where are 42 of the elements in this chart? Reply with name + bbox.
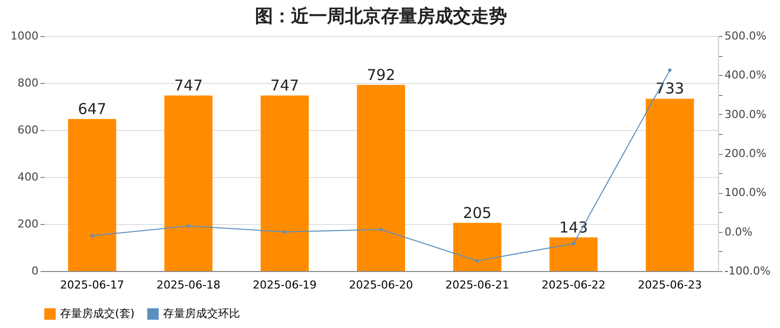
point	[90, 234, 94, 238]
y-tick-label: 1000	[10, 30, 38, 42]
x-tick-label: 2025-06-21	[445, 278, 510, 292]
bar	[68, 118, 116, 271]
data-label: 205	[462, 204, 492, 222]
data-label: 647	[78, 100, 106, 118]
data-label: 792	[366, 66, 396, 84]
y2-tick-label: 500.0%	[724, 30, 766, 42]
point	[571, 241, 576, 246]
point	[282, 230, 287, 234]
data-label: 747	[270, 76, 300, 94]
x-tick-label: 2025-06-20	[349, 278, 413, 292]
bar	[260, 95, 309, 271]
chart-title: 图：近一周北京存量房成交走势	[255, 6, 507, 27]
y-tick-label: 0	[32, 264, 38, 278]
bar	[453, 222, 502, 271]
point	[186, 224, 191, 228]
bar	[550, 237, 598, 271]
y-tick-label: 800	[18, 76, 38, 90]
y2-tick-label: 100.0%	[724, 186, 766, 200]
x-tick-label: 2025-06-17	[60, 278, 124, 292]
y-tick-label: 600	[18, 124, 38, 136]
y-tick-label: 200	[18, 218, 38, 230]
x-tick-label: 2025-06-22	[542, 278, 606, 292]
legend-label: 存量房成交环比	[163, 307, 240, 320]
y2-tick-label: 0.0%	[724, 225, 752, 238]
y2-tick-label: 300.0%	[724, 108, 766, 121]
data-label: 747	[174, 76, 203, 94]
bar	[356, 84, 406, 271]
y2-tick-label: 400.0%	[724, 68, 766, 82]
bar	[164, 95, 212, 271]
y-tick-label: 400	[18, 170, 38, 184]
x-tick-label: 2025-06-19	[252, 278, 317, 292]
point	[378, 227, 384, 232]
y2-tick-label: 200.0%	[724, 147, 766, 160]
legend-label: 存量房成交(套)	[60, 307, 135, 320]
x-tick-label: 2025-06-23	[638, 278, 702, 292]
point	[668, 68, 672, 72]
point	[475, 258, 480, 263]
x-tick-label: 2025-06-18	[156, 278, 220, 292]
bar	[646, 98, 694, 271]
y2-tick-label: -100.0%	[724, 264, 770, 278]
